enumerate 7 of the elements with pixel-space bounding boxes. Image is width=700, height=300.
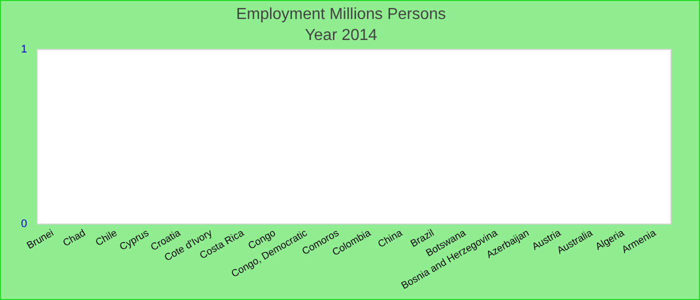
y-tick-label: 0 xyxy=(20,218,28,230)
x-tick-label: Chad xyxy=(61,228,88,250)
x-tick-label: China xyxy=(376,228,405,250)
chart-subtitle: Year 2014 xyxy=(304,27,378,44)
chart-title: Employment Millions Persons xyxy=(236,6,446,24)
y-tick-label: 1 xyxy=(20,43,28,56)
x-tick-label: Chile xyxy=(94,228,120,249)
